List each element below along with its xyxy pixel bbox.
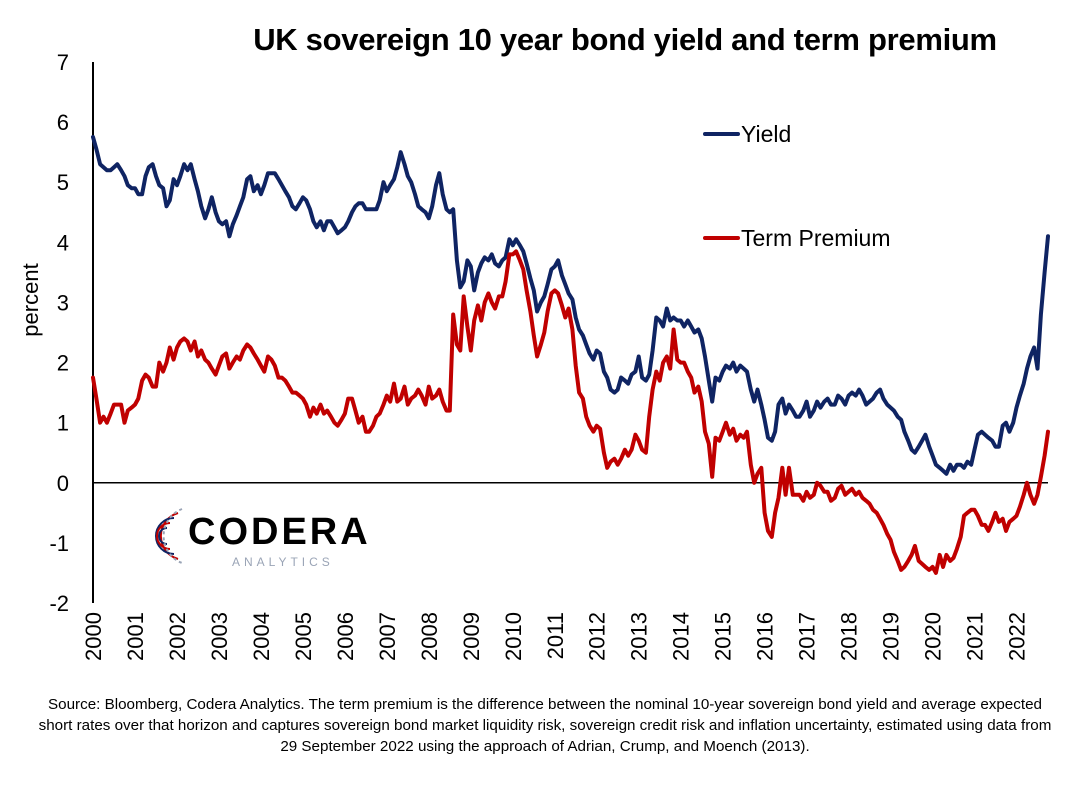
y-tick-label: -1 bbox=[49, 531, 69, 556]
series-line-yield bbox=[91, 135, 1050, 476]
y-tick-label: 5 bbox=[57, 170, 69, 195]
y-tick-label: 6 bbox=[57, 110, 69, 135]
legend-label: Yield bbox=[741, 121, 791, 147]
chart-title: UK sovereign 10 year bond yield and term… bbox=[253, 22, 997, 57]
x-tick-label: 2009 bbox=[459, 612, 484, 661]
x-tick-label: 2006 bbox=[333, 612, 358, 661]
y-tick-label: 3 bbox=[57, 290, 69, 315]
x-tick-label: 2002 bbox=[165, 612, 190, 661]
y-tick-label: 1 bbox=[57, 411, 69, 436]
x-tick-label: 2019 bbox=[879, 612, 904, 661]
x-tick-label: 2005 bbox=[291, 612, 316, 661]
y-tick-label: 7 bbox=[57, 50, 69, 75]
x-axis: 2000 2001 2002 2003 2004 2005 2006 2007 2008 2009… bbox=[81, 482, 1048, 661]
y-tick-label: 4 bbox=[57, 230, 69, 255]
x-tick-label: 2010 bbox=[501, 612, 526, 661]
logo-subtitle: ANALYTICS bbox=[232, 555, 334, 569]
legend: Yield Term Premium bbox=[703, 121, 891, 251]
y-tick-label: 2 bbox=[57, 351, 69, 376]
y-tick-label: -2 bbox=[49, 591, 69, 616]
x-tick-label: 2000 bbox=[81, 612, 106, 661]
x-tick-label: 2016 bbox=[753, 612, 778, 661]
x-tick-label: 2013 bbox=[627, 612, 652, 661]
x-tick-label: 2012 bbox=[585, 612, 610, 661]
logo-wordmark: CODERA bbox=[188, 511, 371, 553]
x-tick-label: 2001 bbox=[123, 612, 148, 661]
x-tick-label: 2018 bbox=[837, 612, 862, 661]
x-tick-label: 2003 bbox=[207, 612, 232, 661]
source-note: Source: Bloomberg, Codera Analytics. The… bbox=[38, 696, 1052, 755]
codera-logo: CODERA ANALYTICS bbox=[140, 505, 370, 575]
series-lines bbox=[91, 135, 1050, 575]
y-axis-label: percent bbox=[18, 263, 43, 336]
x-tick-label: 2007 bbox=[375, 612, 400, 661]
x-tick-label: 2008 bbox=[417, 612, 442, 661]
y-axis: -2 -1 0 1 2 3 4 5 6 7 bbox=[49, 50, 94, 616]
x-tick-label: 2015 bbox=[711, 612, 736, 661]
legend-label: Term Premium bbox=[741, 225, 891, 251]
codera-logo-mark bbox=[155, 508, 183, 564]
x-tick-label: 2011 bbox=[543, 612, 568, 659]
x-tick-label: 2004 bbox=[249, 612, 274, 661]
x-tick-label: 2014 bbox=[669, 612, 694, 661]
x-tick-label: 2022 bbox=[1005, 612, 1030, 661]
x-tick-label: 2017 bbox=[795, 612, 820, 661]
x-tick-label: 2021 bbox=[963, 612, 988, 661]
x-tick-label: 2020 bbox=[921, 612, 946, 661]
y-tick-label: 0 bbox=[57, 471, 69, 496]
series-line-term-premium bbox=[91, 249, 1050, 575]
